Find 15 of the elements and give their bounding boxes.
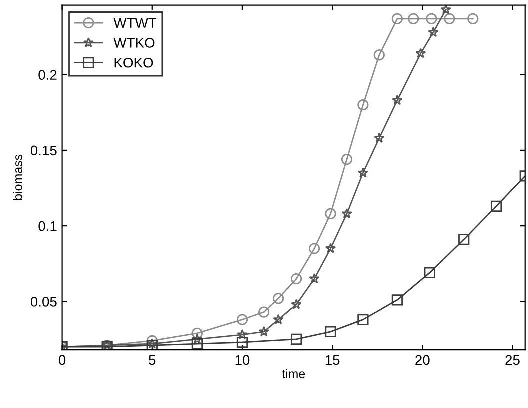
x-tick-label: 25 <box>506 355 520 366</box>
y-tick-label: 0.15 <box>30 146 57 156</box>
x-tick-label: 0 <box>58 355 66 366</box>
y-tick-label: 0.2 <box>38 70 57 80</box>
x-axis-title: time <box>282 369 306 378</box>
legend-label: WTKO <box>114 38 155 48</box>
legend-label: WTWT <box>114 18 157 28</box>
x-tick-label: 15 <box>326 355 340 366</box>
y-tick-label: 0.05 <box>30 297 57 307</box>
y-axis-title: biomass <box>13 154 22 200</box>
x-tick-label: 10 <box>236 355 250 366</box>
x-tick-label: 5 <box>149 355 156 366</box>
x-tick-label: 20 <box>416 355 430 366</box>
y-tick-label: 0.1 <box>38 221 57 232</box>
legend-label: KOKO <box>114 58 154 68</box>
